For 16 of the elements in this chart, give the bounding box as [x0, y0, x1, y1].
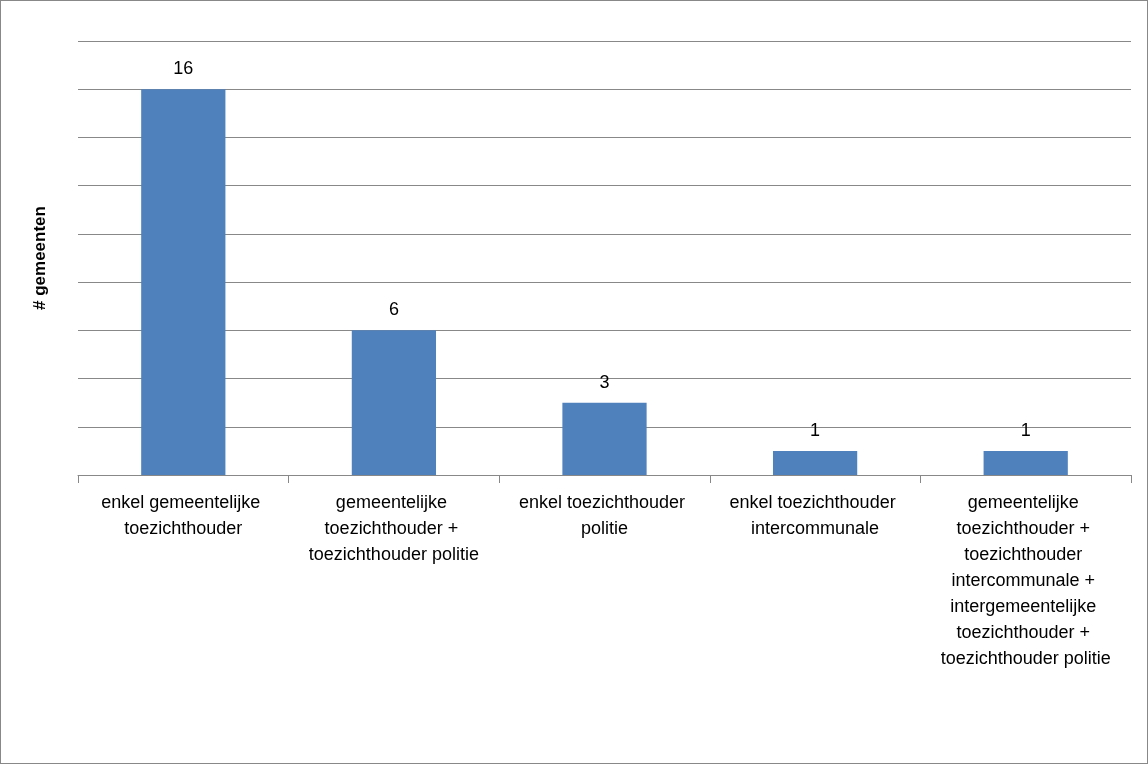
data-label: 3: [599, 371, 610, 392]
x-tick-label: enkel toezichthouder intercommunale: [729, 492, 901, 538]
bar: [351, 330, 437, 475]
bar: [562, 402, 647, 475]
data-label: 6: [388, 299, 399, 320]
x-tick-label: enkel gemeentelijke toezichthouder: [101, 492, 266, 538]
x-tick-label: enkel toezichthouder politie: [518, 492, 691, 538]
x-tick-label: gemeentelijke toezichthouder + toezichthouder intercommunale + intergemeentelijke toezichthouder + toezichthouder politie: [940, 492, 1111, 668]
bar: [983, 450, 1068, 475]
data-label: 1: [1020, 419, 1031, 440]
bar: [772, 450, 858, 475]
y-axis-title: # gemeenten: [30, 206, 49, 310]
x-tick-label: gemeentelijke toezichthouder + toezichthouder politie: [308, 492, 479, 564]
bar: [141, 89, 226, 475]
data-label: 16: [173, 58, 194, 79]
data-label: 1: [810, 419, 821, 440]
